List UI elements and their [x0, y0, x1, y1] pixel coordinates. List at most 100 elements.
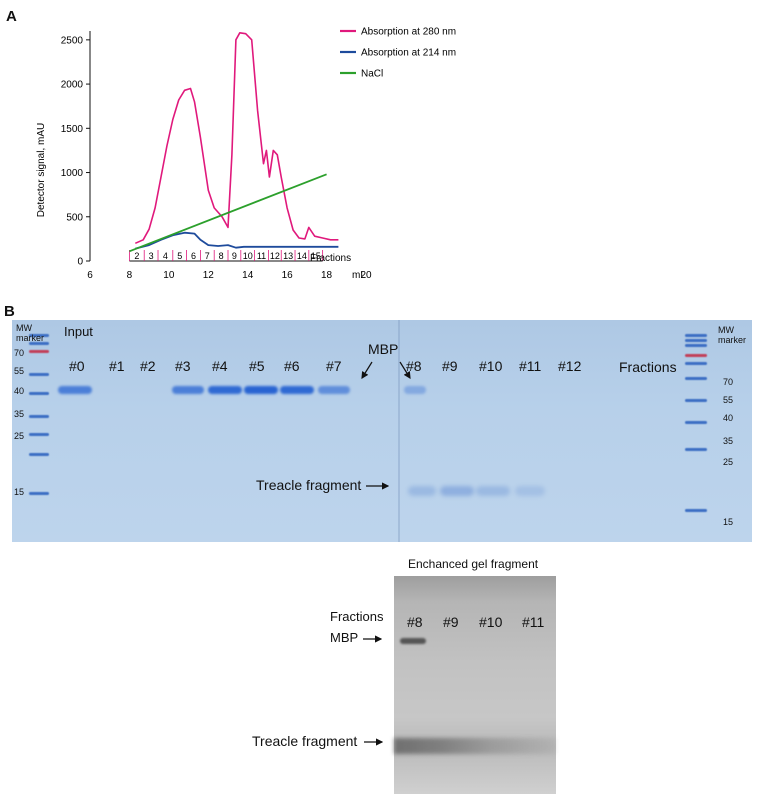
ladder-band — [29, 415, 49, 418]
mw-marker-right-label: MW marker — [718, 325, 747, 345]
y-axis-label: Detector signal, mAU — [36, 123, 47, 217]
gel-seam — [398, 320, 400, 542]
x-tick-label: 20 — [360, 270, 372, 281]
fraction-number: 6 — [191, 251, 196, 261]
fraction-number: 4 — [163, 251, 168, 261]
mw-left-value: 40 — [14, 386, 25, 396]
enhanced-treacle-band — [394, 738, 556, 754]
enhanced-gel-image: #8 #9 #10 #11 — [394, 576, 556, 794]
x-tick-label: 8 — [127, 270, 133, 281]
x-axis-label: mL — [352, 270, 366, 281]
enhanced-lane-label: #10 — [479, 614, 503, 630]
ladder-band — [29, 392, 49, 395]
fraction-number: 7 — [205, 251, 210, 261]
enhanced-lane-label: #11 — [522, 614, 545, 630]
treacle-label: Treacle fragment — [256, 477, 362, 493]
y-tick-label: 1500 — [61, 124, 84, 135]
mw-left-value: 15 — [14, 487, 25, 497]
treacle-band — [515, 486, 545, 496]
ladder-band — [685, 362, 707, 365]
sds-page-gel: MW marker MW marker Input 70 55 40 35 25 15 7… — [12, 320, 752, 542]
lane-label: #1 — [109, 358, 125, 374]
fraction-number: 3 — [149, 251, 154, 261]
chart-series-group — [129, 31, 339, 253]
ladder-band — [685, 344, 707, 347]
protein-band — [208, 386, 242, 394]
mw-right-value: 25 — [723, 457, 734, 467]
lane-label: #11 — [519, 358, 542, 374]
ladder-band — [685, 399, 707, 402]
y-tick-label: 2500 — [61, 35, 84, 46]
ladder-band — [29, 334, 49, 337]
treacle-band — [408, 486, 436, 496]
fraction-number: 14 — [297, 251, 307, 261]
lane-label: #0 — [69, 358, 85, 374]
mbp-arrows — [361, 361, 411, 380]
ladder-band — [29, 342, 49, 345]
protein-band — [318, 386, 350, 394]
enhanced-fractions-label: Fractions — [330, 609, 384, 624]
enhanced-lane-label: #8 — [407, 614, 423, 630]
mbp-arrow-left — [361, 361, 373, 380]
fraction-number: 15 — [311, 251, 321, 261]
ladder-band — [29, 492, 49, 495]
fraction-number: 9 — [232, 251, 237, 261]
ladder-band — [29, 373, 49, 376]
ladder-band — [685, 509, 707, 512]
fraction-number: 13 — [283, 251, 293, 261]
y-tick-label: 2000 — [61, 80, 84, 91]
ladder-band — [29, 350, 49, 353]
x-tick-label: 10 — [163, 270, 175, 281]
enhanced-title: Enchanced gel fragment — [408, 557, 539, 571]
mbp-arrow-right — [399, 361, 411, 380]
treacle-band — [440, 486, 474, 496]
protein-band — [58, 386, 92, 394]
fraction-number: 11 — [257, 251, 266, 261]
x-tick-label: 14 — [242, 270, 254, 281]
enhanced-treacle-label: Treacle fragment — [252, 733, 358, 749]
protein-band — [404, 386, 426, 394]
y-tick-label: 500 — [66, 212, 83, 223]
mw-right-value: 15 — [723, 517, 734, 527]
lane-label: #3 — [175, 358, 191, 374]
ladder-band — [29, 453, 49, 456]
ladder-band — [685, 448, 707, 451]
enhanced-lane-label: #9 — [443, 614, 459, 630]
enhanced-mbp-band — [400, 638, 426, 644]
legend-label-1: Absorption at 280 nm — [361, 27, 456, 38]
lane-label: #8 — [406, 358, 422, 374]
x-tick-label: 18 — [321, 270, 333, 281]
mbp-label: MBP — [368, 341, 399, 357]
lane-label: #2 — [140, 358, 156, 374]
lane-label: #9 — [442, 358, 458, 374]
ladder-band — [685, 354, 707, 357]
y-tick-label: 1000 — [61, 168, 84, 179]
fraction-number: 12 — [270, 251, 280, 261]
fractions-axis-label: Fractions — [310, 253, 351, 264]
panel-b-letter: B — [4, 303, 15, 320]
series-line-3 — [129, 173, 327, 253]
ladder-band — [685, 339, 707, 342]
fraction-number: 2 — [134, 251, 139, 261]
chart-legend: Absorption at 280 nm Absorption at 214 nm… — [340, 27, 456, 80]
lane-label: #4 — [212, 358, 228, 374]
fraction-number: 5 — [177, 251, 182, 261]
ladder-band — [685, 421, 707, 424]
mw-marker-left-label: MW marker — [16, 323, 45, 343]
legend-label-3: NaCl — [361, 69, 383, 80]
treacle-band — [476, 486, 510, 496]
x-tick-label: 6 — [87, 270, 93, 281]
ladder-band — [685, 334, 707, 337]
mw-right-value: 70 — [723, 377, 734, 387]
mw-left-value: 55 — [14, 366, 25, 376]
mw-right-value: 55 — [723, 395, 734, 405]
input-label: Input — [64, 324, 93, 339]
mw-left-value: 25 — [14, 431, 25, 441]
legend-label-2: Absorption at 214 nm — [361, 48, 456, 59]
mw-right-value: 40 — [723, 413, 734, 423]
lane-label: #7 — [326, 358, 342, 374]
x-tick-label: 16 — [282, 270, 294, 281]
y-tick-label: 0 — [77, 257, 83, 268]
